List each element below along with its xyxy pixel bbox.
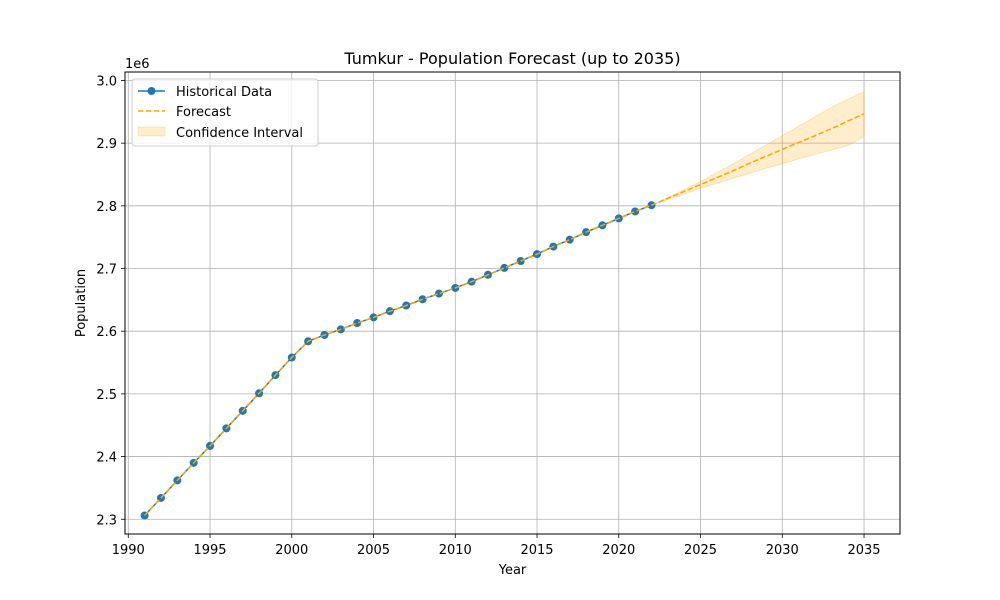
legend-historical-label: Historical Data xyxy=(176,85,272,100)
x-tick-label: 2030 xyxy=(766,543,799,558)
y-tick-label: 2.8 xyxy=(96,200,117,215)
y-tick-label: 2.3 xyxy=(96,513,117,528)
y-tick-label: 2.7 xyxy=(96,263,117,278)
x-axis-ticks: 1990 1995 2000 2005 2010 2015 2020 2025 2030 2035 xyxy=(112,534,881,558)
x-tick-label: 2015 xyxy=(520,543,553,558)
x-tick-label: 1995 xyxy=(193,543,226,558)
y-tick-label: 2.9 xyxy=(96,137,117,152)
y-axis-label: Population xyxy=(74,269,89,337)
historical-data-point xyxy=(631,207,640,216)
x-tick-label: 2000 xyxy=(275,543,308,558)
x-tick-label: 2025 xyxy=(684,543,717,558)
y-axis-offset-label: 1e6 xyxy=(125,57,150,72)
y-tick-label: 2.6 xyxy=(96,325,117,340)
historical-data-point xyxy=(500,263,509,272)
plot-area-frame xyxy=(124,71,901,535)
forecast-line xyxy=(144,113,865,517)
forecast-series-layer xyxy=(144,113,865,517)
legend-box xyxy=(131,78,319,147)
historical-data-point xyxy=(353,319,362,328)
chart-title: Tumkur - Population Forecast (up to 2035… xyxy=(343,49,680,68)
y-tick-label: 2.4 xyxy=(96,451,117,466)
x-tick-label: 2010 xyxy=(439,543,472,558)
x-tick-label: 2005 xyxy=(357,543,390,558)
historical-data-point xyxy=(434,289,443,298)
x-tick-label: 2020 xyxy=(602,543,635,558)
y-axis-ticks: 2.3 2.4 2.5 2.6 2.7 2.8 2.9 3.0 xyxy=(96,74,125,528)
y-tick-label: 3.0 xyxy=(96,74,117,89)
legend: Historical Data Forecast Confidence Inte… xyxy=(131,78,319,147)
legend-forecast-label: Forecast xyxy=(176,105,231,120)
legend-ci-swatch xyxy=(137,126,166,137)
legend-historical-marker xyxy=(147,87,156,95)
historical-data-point xyxy=(565,235,574,244)
x-axis-label: Year xyxy=(498,563,527,578)
x-tick-label: 1990 xyxy=(112,543,145,558)
y-tick-label: 2.5 xyxy=(96,388,117,403)
legend-ci-label: Confidence Interval xyxy=(176,126,303,141)
x-tick-label: 2035 xyxy=(847,543,880,558)
